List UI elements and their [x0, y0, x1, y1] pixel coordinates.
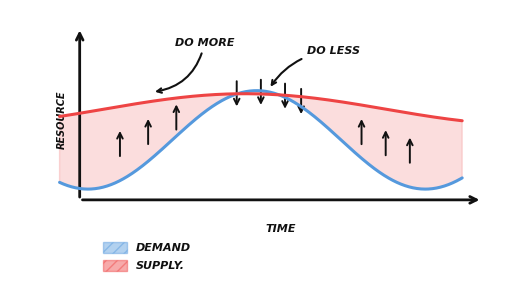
Text: RESOURCE: RESOURCE [57, 91, 66, 149]
Text: TIME: TIME [266, 224, 296, 235]
Text: DO MORE: DO MORE [157, 38, 234, 93]
Text: DO LESS: DO LESS [272, 46, 360, 85]
Legend: DEMAND, SUPPLY.: DEMAND, SUPPLY. [98, 238, 196, 275]
